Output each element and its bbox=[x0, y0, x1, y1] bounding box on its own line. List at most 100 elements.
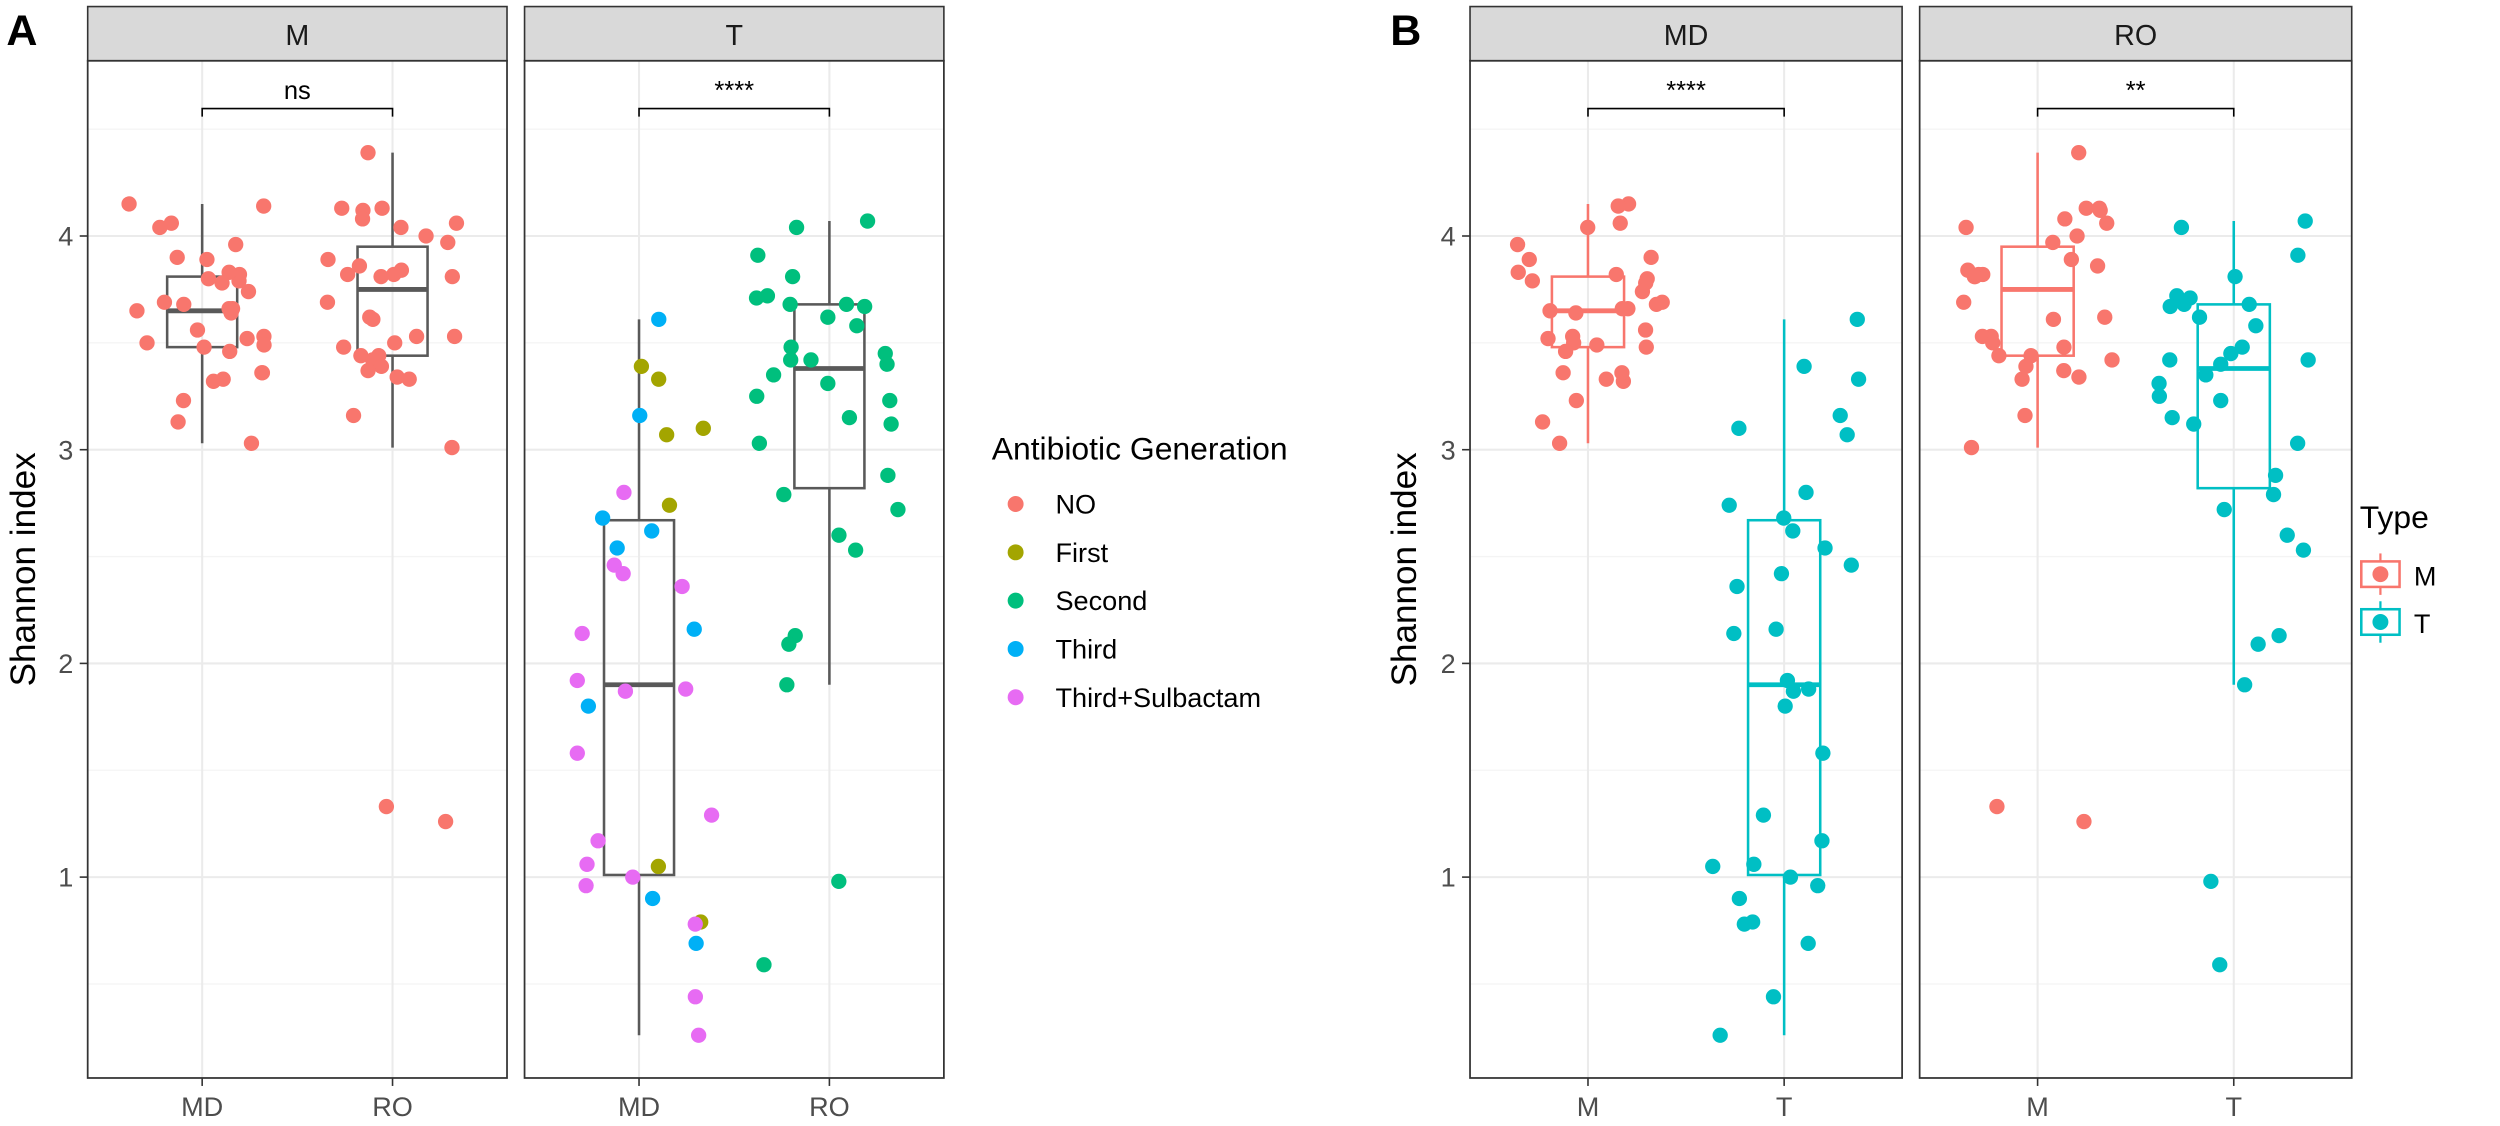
data-point bbox=[2071, 369, 2087, 385]
data-point bbox=[857, 298, 873, 315]
data-point bbox=[782, 296, 798, 313]
data-point bbox=[1648, 296, 1665, 313]
data-point bbox=[1638, 339, 1654, 355]
data-point bbox=[2234, 339, 2250, 355]
data-point bbox=[437, 813, 454, 830]
data-point bbox=[199, 251, 215, 268]
facet-strip-label: RO bbox=[2114, 20, 2157, 52]
legend-key bbox=[1007, 544, 1024, 561]
data-point bbox=[2176, 296, 2192, 313]
data-point bbox=[579, 856, 595, 872]
data-point bbox=[121, 196, 137, 212]
data-point bbox=[2213, 356, 2229, 372]
legend-key bbox=[1007, 496, 1024, 512]
data-point bbox=[2162, 298, 2178, 315]
data-point bbox=[1643, 249, 1659, 266]
box bbox=[2196, 303, 2272, 490]
data-point bbox=[783, 339, 799, 355]
data-point bbox=[2213, 392, 2229, 409]
data-point bbox=[2290, 247, 2306, 263]
legend-entry-label: Third bbox=[1055, 634, 1117, 665]
y-tick-label: 2 bbox=[58, 648, 73, 679]
data-point bbox=[1608, 266, 1624, 283]
data-point bbox=[256, 198, 272, 214]
data-point bbox=[781, 636, 797, 652]
data-point bbox=[1798, 484, 1814, 501]
legend-key bbox=[1007, 592, 1024, 609]
data-point bbox=[883, 416, 899, 432]
y-axis-title-a: Shannon index bbox=[4, 452, 43, 686]
x-tick-label: RO bbox=[372, 1091, 413, 1122]
data-point bbox=[1991, 348, 2007, 364]
data-point bbox=[594, 510, 611, 526]
panel-tag-b: B bbox=[1390, 7, 1421, 55]
data-point bbox=[1832, 407, 1848, 424]
plot-background bbox=[524, 60, 944, 1078]
data-point bbox=[580, 698, 597, 714]
data-point bbox=[446, 328, 463, 345]
x-tick-label: T bbox=[2225, 1091, 2242, 1122]
data-point bbox=[401, 371, 417, 387]
data-point bbox=[2173, 219, 2190, 236]
data-point bbox=[2164, 409, 2180, 426]
data-point bbox=[2191, 309, 2208, 325]
data-point bbox=[1598, 371, 1614, 387]
data-point bbox=[387, 335, 403, 351]
panel-border bbox=[86, 59, 508, 1079]
data-point bbox=[2017, 407, 2033, 424]
data-point bbox=[440, 234, 456, 251]
data-point bbox=[1557, 343, 1574, 360]
data-point bbox=[2014, 371, 2030, 387]
data-point bbox=[196, 339, 212, 355]
y-tick-label: 4 bbox=[1441, 221, 1456, 252]
data-point bbox=[1610, 198, 1626, 214]
data-point bbox=[1731, 420, 1747, 436]
facet-strip bbox=[1918, 5, 2353, 62]
data-point bbox=[2271, 627, 2287, 644]
data-point bbox=[1542, 303, 1558, 319]
legend-key bbox=[2360, 553, 2401, 595]
data-point bbox=[2186, 416, 2202, 432]
data-point bbox=[650, 858, 667, 875]
data-point bbox=[784, 268, 801, 285]
data-point bbox=[674, 578, 690, 595]
data-point bbox=[644, 523, 660, 539]
data-point bbox=[243, 435, 260, 451]
data-point bbox=[1731, 890, 1748, 907]
group-t bbox=[1705, 311, 1867, 1043]
data-point bbox=[776, 486, 792, 503]
significance-label: ** bbox=[2126, 77, 2146, 105]
data-point bbox=[1705, 858, 1721, 875]
facet-ro: RO M T ** bbox=[1918, 5, 2353, 1122]
facet-t: T MD RO **** bbox=[523, 5, 945, 1122]
data-point bbox=[389, 369, 405, 385]
group-md bbox=[569, 311, 720, 1043]
data-point bbox=[2104, 352, 2120, 368]
data-point bbox=[2045, 311, 2062, 327]
data-point bbox=[2151, 388, 2168, 404]
y-tick-label: 2 bbox=[1441, 648, 1456, 679]
data-point bbox=[214, 275, 230, 291]
data-point bbox=[393, 219, 409, 236]
data-point bbox=[152, 219, 168, 236]
data-point bbox=[838, 296, 855, 313]
facet-strip-label: MD bbox=[1664, 20, 1709, 52]
data-point bbox=[1540, 330, 1556, 347]
data-point bbox=[1785, 523, 1801, 539]
data-point bbox=[779, 677, 795, 693]
significance-bracket bbox=[201, 107, 394, 117]
data-point bbox=[2078, 200, 2094, 216]
data-point bbox=[2097, 309, 2113, 325]
data-point bbox=[1568, 392, 1584, 409]
data-point bbox=[1800, 935, 1816, 952]
legend-title: Type bbox=[2360, 499, 2429, 535]
data-point bbox=[200, 271, 217, 287]
data-point bbox=[2297, 213, 2313, 229]
data-point bbox=[176, 296, 192, 313]
data-point bbox=[334, 200, 350, 216]
data-point bbox=[1777, 698, 1793, 714]
data-point bbox=[590, 833, 606, 849]
y-tick-label: 1 bbox=[58, 862, 73, 893]
data-point bbox=[2151, 375, 2167, 392]
data-point bbox=[678, 681, 694, 697]
